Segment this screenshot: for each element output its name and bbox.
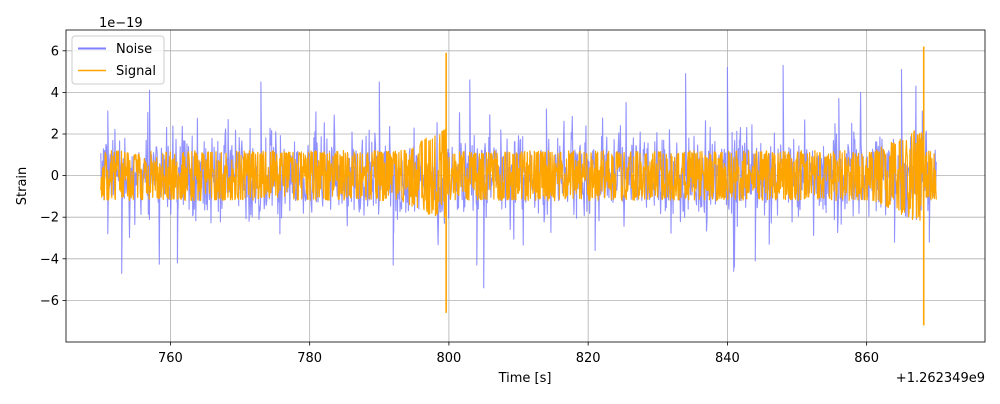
axis-ticks: 760 780 800 820 840 860 −6 −4 −2 0 2 4 6 bbox=[40, 44, 879, 366]
y-tick-label: 0 bbox=[51, 169, 59, 184]
y-tick-label: 2 bbox=[51, 128, 59, 143]
x-tick-label: 760 bbox=[158, 351, 183, 366]
x-offset-label: +1.262349e9 bbox=[896, 371, 985, 386]
y-axis-label: Strain bbox=[15, 167, 30, 206]
noise-series bbox=[100, 64, 937, 289]
axes-frame bbox=[65, 29, 986, 343]
x-tick-label: 800 bbox=[437, 351, 462, 366]
y-tick-label: −4 bbox=[40, 252, 59, 267]
y-tick-label: 4 bbox=[51, 86, 59, 101]
y-tick-label: −6 bbox=[40, 294, 59, 309]
signal-line bbox=[100, 129, 937, 221]
legend: Noise Signal bbox=[71, 35, 165, 85]
x-tick-label: 780 bbox=[297, 351, 322, 366]
legend-signal-label: Signal bbox=[116, 64, 156, 79]
y-tick-label: −2 bbox=[40, 211, 59, 226]
noise-line bbox=[100, 64, 937, 289]
x-tick-label: 820 bbox=[576, 351, 601, 366]
signal-series bbox=[100, 46, 937, 326]
x-tick-label: 860 bbox=[854, 351, 879, 366]
y-tick-label: 6 bbox=[51, 44, 59, 59]
x-axis-label: Time [s] bbox=[498, 371, 552, 386]
legend-noise-label: Noise bbox=[116, 42, 152, 57]
y-scale-label: 1e−19 bbox=[99, 16, 143, 31]
x-tick-label: 840 bbox=[715, 351, 740, 366]
